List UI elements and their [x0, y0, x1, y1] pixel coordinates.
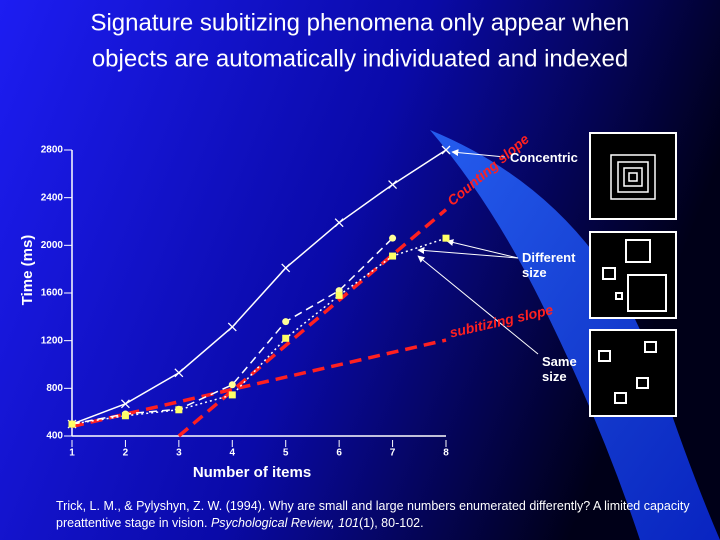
title-line: objects are automatically individuated a… — [92, 45, 628, 72]
x-tick-label: 1 — [69, 448, 75, 459]
y-tick-label: 1200 — [41, 335, 64, 346]
x-tick-label: 2 — [123, 448, 129, 459]
citation-journal: Psychological Review, 101 — [210, 516, 359, 530]
icons — [589, 132, 677, 417]
marker — [175, 406, 183, 414]
marker — [442, 234, 450, 242]
marker — [388, 180, 398, 190]
citation: Trick, L. M., & Pylyshyn, Z. W. (1994). … — [56, 498, 696, 532]
citation-text: Trick, L. M., & Pylyshyn, Z. W. (1994). … — [56, 499, 690, 530]
y-tick-label: 400 — [46, 431, 63, 442]
x-tick-label: 3 — [176, 448, 182, 459]
marker — [441, 145, 451, 155]
marker — [282, 318, 290, 326]
x-tick-label: 8 — [443, 448, 449, 459]
x-tick-label: 7 — [390, 448, 396, 459]
y-axis-label: Time (ms) — [19, 235, 36, 306]
y-tick-label: 2000 — [41, 240, 64, 251]
y-tick-label: 800 — [46, 383, 63, 394]
x-tick-label: 4 — [230, 448, 236, 459]
y-tick-label: 2400 — [41, 192, 64, 203]
y-tick-label: 2800 — [41, 145, 64, 156]
series-line — [71, 149, 447, 425]
marker — [334, 218, 344, 228]
marker — [389, 252, 397, 260]
slope-line — [177, 208, 448, 438]
x-tick-label: 6 — [336, 448, 342, 459]
arrows — [417, 149, 539, 355]
marker — [281, 263, 291, 273]
title-line: Signature subitizing phenomena only appe… — [90, 9, 629, 36]
x-axis-label: Number of items — [193, 464, 311, 481]
marker — [120, 399, 130, 409]
legend-label: Different size — [522, 250, 576, 280]
swoosh — [430, 130, 720, 540]
marker — [282, 334, 290, 342]
marker — [68, 420, 76, 428]
marker — [389, 234, 397, 242]
slope-line — [71, 338, 447, 429]
marker — [228, 381, 236, 389]
legend-label: Same size — [542, 354, 577, 384]
marker — [174, 368, 184, 378]
marker — [335, 291, 343, 299]
legend-label: Concentric — [510, 150, 578, 165]
marker — [121, 412, 129, 420]
marker — [228, 391, 236, 399]
citation-text: (1), 80-102. — [358, 516, 424, 530]
y-tick-label: 1600 — [41, 288, 64, 299]
marker — [227, 322, 237, 332]
x-tick-label: 5 — [283, 448, 289, 459]
